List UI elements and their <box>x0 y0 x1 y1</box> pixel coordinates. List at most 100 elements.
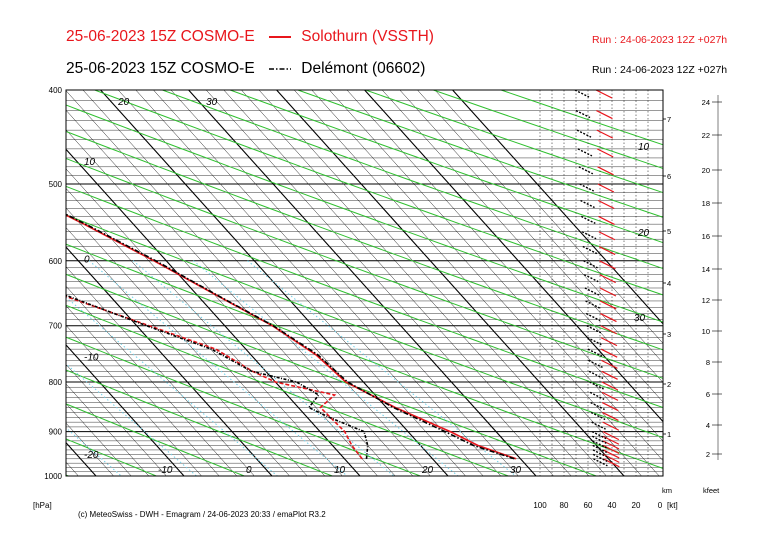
isotherm-minor <box>258 90 607 476</box>
pressure-tick-label: 600 <box>49 257 63 266</box>
bottom-temperature-label: 0 <box>246 465 252 476</box>
wind-barb-solothurn <box>599 300 617 310</box>
wind-barb-delemont <box>589 391 605 401</box>
mixing-ratio-line <box>247 260 517 476</box>
delemont-temperature-line <box>66 213 515 460</box>
kfeet-tick-label: 22 <box>702 131 710 140</box>
wind-barb-solothurn <box>601 381 619 391</box>
isotherm-minor <box>153 90 501 476</box>
copyright-note: (c) MeteoSwiss - DWH - Emagram / 24-06-2… <box>78 510 326 519</box>
pressure-tick-label: 400 <box>49 86 63 95</box>
isotherm-minor <box>66 168 343 476</box>
delemont-dewpoint-line <box>66 294 369 459</box>
wind-barb-solothurn <box>595 90 613 99</box>
dry-adiabat <box>162 90 663 270</box>
km-tick-label: 6 <box>667 172 671 181</box>
wind-barb-delemont <box>582 245 598 255</box>
wind-barb-solothurn <box>596 129 614 139</box>
wind-barb-delemont <box>593 458 608 467</box>
isotherm-minor <box>0 90 43 476</box>
isotherm-minor <box>66 285 237 476</box>
dry-adiabat <box>66 104 663 323</box>
wind-barb-solothurn <box>598 231 616 241</box>
dry-adiabat <box>66 157 663 379</box>
wind-barb-delemont <box>585 300 600 309</box>
isotherm-minor <box>66 129 378 476</box>
isotherm-major <box>276 90 625 476</box>
dry-adiabat <box>66 273 597 476</box>
isotherm-minor <box>66 324 202 476</box>
dry-adiabat <box>94 90 663 296</box>
isotherm-minor <box>294 90 642 476</box>
isotherm-minor <box>66 227 290 476</box>
wind-barb-delemont <box>578 166 594 175</box>
dry-adiabat <box>66 369 333 476</box>
bottom-temperature-label: 30 <box>510 465 522 476</box>
wind-barb-solothurn <box>599 287 617 297</box>
kfeet-tick-label: 10 <box>702 327 710 336</box>
wind-barb-solothurn <box>596 148 614 158</box>
km-tick-label: 1 <box>667 430 671 439</box>
pressure-tick-label: 1000 <box>44 472 62 481</box>
dry-adiabat <box>66 304 509 476</box>
isotherm-minor <box>66 461 79 476</box>
dry-adiabat <box>66 474 69 476</box>
isotherm-major <box>66 148 361 476</box>
solothurn-legend-line <box>268 35 291 38</box>
isotherm-minor <box>329 90 663 462</box>
run-time-label-1: 25-06-2023 15Z COSMO-E <box>66 28 255 45</box>
isotherm-minor <box>118 90 466 476</box>
wind-barb-solothurn <box>601 370 618 380</box>
wind-barb-solothurn <box>597 183 615 193</box>
wind-barb-delemont <box>590 411 606 421</box>
isotherm-minor <box>66 207 308 476</box>
dry-adiabat <box>66 336 421 476</box>
kfeet-tick-label: 8 <box>706 358 710 367</box>
wind-barb-solothurn <box>597 199 615 210</box>
dry-adiabat <box>500 90 663 146</box>
kfeet-tick-label: 4 <box>706 421 710 430</box>
isotherm-major <box>66 441 97 476</box>
isotherm-major <box>452 90 663 325</box>
title-line-1: 25-06-2023 15Z COSMO-E Solothurn (VSSTH) <box>66 28 434 46</box>
wind-barb-delemont <box>586 325 602 334</box>
inner-scale-label: 20 <box>637 228 650 239</box>
wind-speed-tick-label: 20 <box>632 501 641 510</box>
isotherm-label: -20 <box>84 450 99 461</box>
isotherm-minor <box>311 90 660 476</box>
wind-barb-delemont <box>584 287 600 296</box>
plot-area <box>0 90 663 476</box>
isotherm-minor <box>399 90 663 383</box>
isotherm-minor <box>170 90 519 476</box>
inner-scale-label: 10 <box>638 142 650 153</box>
isotherm-minor <box>382 90 663 403</box>
kfeet-tick-label: 16 <box>702 232 710 241</box>
wind-barb-delemont <box>581 215 596 225</box>
isotherm-label: 0 <box>84 255 90 266</box>
wind-speed-tick-label: 60 <box>584 501 593 510</box>
dry-adiabat <box>66 438 157 476</box>
wind-barb-solothurn <box>596 110 613 120</box>
bottom-temperature-label: 20 <box>421 465 434 476</box>
isotherm-minor <box>66 403 132 476</box>
wind-barb-delemont <box>592 444 608 454</box>
wind-barb-delemont <box>589 381 604 390</box>
wind-barb-delemont <box>588 359 603 369</box>
isotherm-minor <box>206 90 554 476</box>
wind-speed-tick-label: 100 <box>533 501 547 510</box>
inner-scale-label: 30 <box>634 313 646 324</box>
wind-speed-tick-label: 80 <box>560 501 569 510</box>
wind-barb-solothurn <box>601 402 619 412</box>
isotherm-minor <box>82 90 431 476</box>
wind-barb-delemont <box>581 231 597 240</box>
wind-barb-delemont <box>580 199 595 209</box>
wind-speed-tick-label: 40 <box>608 501 617 510</box>
wind-speed-unit-label: [kt] <box>667 501 678 510</box>
bottom-temperature-label: 10 <box>334 465 346 476</box>
wind-barb-solothurn <box>599 274 616 284</box>
wind-barb-delemont <box>592 435 607 444</box>
mixing-ratio-line <box>132 260 395 476</box>
kfeet-tick-label: 18 <box>702 199 710 208</box>
isotherm-minor <box>66 266 255 476</box>
wind-barb-delemont <box>579 183 595 192</box>
